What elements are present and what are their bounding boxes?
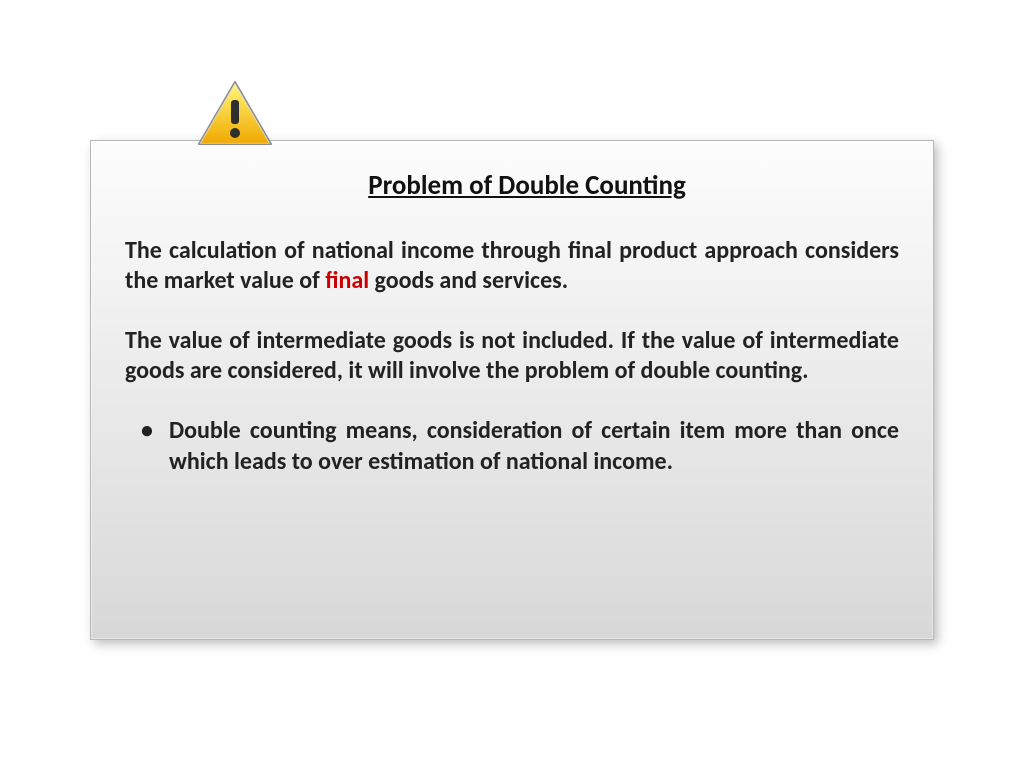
- warning-icon: [195, 78, 275, 150]
- paragraph-2: The value of intermediate goods is not i…: [125, 326, 899, 386]
- content-panel: Problem of Double Counting The calculati…: [90, 140, 934, 640]
- bullet-item: Double counting means, consideration of …: [151, 416, 899, 477]
- bullet-list: Double counting means, consideration of …: [125, 416, 899, 477]
- p1-highlight: final: [325, 266, 369, 295]
- slide-title: Problem of Double Counting: [155, 169, 899, 202]
- p1-after: goods and services.: [369, 266, 568, 295]
- slide: Problem of Double Counting The calculati…: [0, 0, 1024, 768]
- paragraph-1: The calculation of national income throu…: [125, 236, 899, 296]
